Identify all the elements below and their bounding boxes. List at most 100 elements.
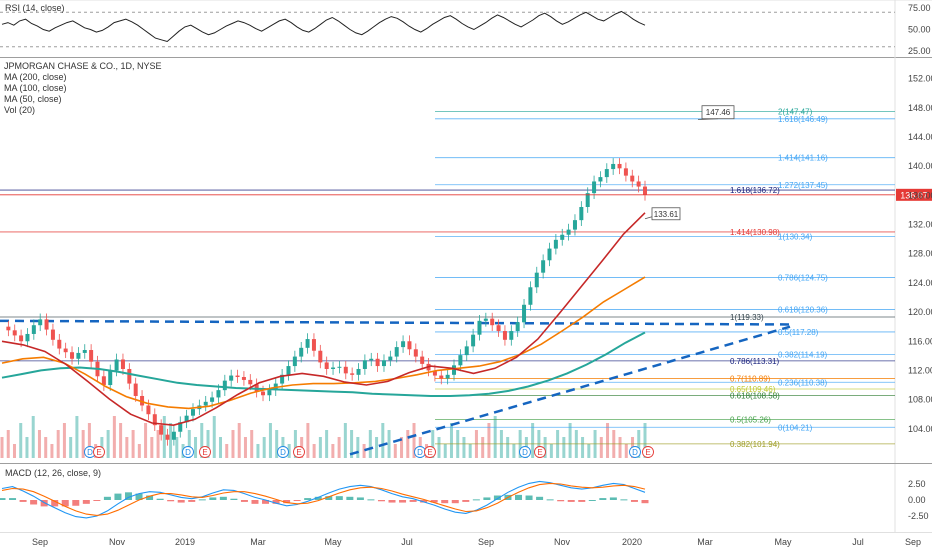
callout-box xyxy=(651,207,681,221)
candle-body xyxy=(70,352,75,359)
candle-body xyxy=(388,356,393,361)
study-ma-50[interactable]: MA (50, close) xyxy=(4,94,62,104)
candle-body xyxy=(617,163,622,169)
volume-bar xyxy=(343,423,347,458)
event-marker-label: E xyxy=(296,448,301,457)
volume-bar xyxy=(169,423,173,458)
candle-body xyxy=(350,373,355,375)
earnings-marker xyxy=(534,446,546,458)
macd-line xyxy=(1,480,646,519)
symbol-title[interactable]: JPMORGAN CHASE & CO., 1D, NYSE xyxy=(4,61,162,71)
study-ma-100[interactable]: MA (100, close) xyxy=(4,83,67,93)
macd-histogram-bar xyxy=(567,500,575,502)
candle-body xyxy=(19,335,24,342)
volume-bar xyxy=(243,437,247,458)
macd-histogram-bar xyxy=(356,497,364,500)
candle-body xyxy=(229,375,234,381)
last-price-badge xyxy=(896,188,932,201)
volume-bar xyxy=(431,430,435,458)
volume-bar xyxy=(506,437,510,458)
candle-body xyxy=(630,175,635,182)
volume-bar xyxy=(187,430,191,458)
volume-bar xyxy=(512,444,516,458)
price-chart: 2(147.47)1.618(146.49) 1.414(141.16) 1.272… xyxy=(0,58,932,464)
volume-bar xyxy=(256,444,260,458)
macd-chart: 2.50 0.00 -2.50 xyxy=(0,464,929,532)
earnings-marker xyxy=(424,446,436,458)
price-tick-label: 140.00 xyxy=(908,161,932,171)
event-marker-label: D xyxy=(87,448,93,457)
time-axis[interactable]: Sep Nov 2019 Mar May Jul Sep Nov 2020 Mar May Jul Se… xyxy=(0,532,932,551)
volume-bar xyxy=(250,430,254,458)
candle-body xyxy=(299,347,304,357)
volume-bar xyxy=(312,444,316,458)
candle-body xyxy=(318,350,323,363)
candle-body xyxy=(636,181,641,187)
volume-bar xyxy=(237,423,241,458)
candle-body xyxy=(120,359,125,369)
macd-histogram-bar xyxy=(388,500,396,503)
volume-bar xyxy=(119,423,123,458)
time-axis-labels[interactable]: Sep Nov 2019 Mar May Jul Sep Nov 2020 Mar May Jul Se… xyxy=(0,533,932,551)
candle-body xyxy=(50,329,55,340)
volume-bar xyxy=(306,423,310,458)
candle-body xyxy=(445,374,450,379)
price-tick-label: 128.00 xyxy=(908,249,932,259)
study-ma-200[interactable]: MA (200, close) xyxy=(4,72,67,82)
candle-body xyxy=(76,352,81,359)
volume-bar xyxy=(62,423,66,458)
candle-body xyxy=(127,368,132,384)
candle-body xyxy=(337,366,342,368)
volume-bar xyxy=(37,430,41,458)
candle-body xyxy=(566,229,571,235)
volume-bar xyxy=(150,437,154,458)
volume-bar xyxy=(75,416,79,458)
macd-histogram-bar xyxy=(325,496,333,500)
candle-body xyxy=(375,358,380,367)
candle-body xyxy=(458,355,463,366)
volume-bar xyxy=(400,437,404,458)
time-tick-label: May xyxy=(774,537,792,547)
macd-pane: 2.50 0.00 -2.50 MACD (12, 26, close, 9) xyxy=(0,464,932,532)
moving-average-line xyxy=(1,276,646,410)
callout-label: 133.61 xyxy=(654,210,679,219)
macd-histogram-bar xyxy=(40,500,48,507)
macd-histogram-bar xyxy=(219,496,227,500)
macd-histogram-bar xyxy=(588,500,596,501)
macd-histogram-bar xyxy=(146,495,154,500)
candle-body xyxy=(241,377,246,380)
time-tick-label: Sep xyxy=(905,537,921,547)
event-marker-label: D xyxy=(522,448,528,457)
candle-body xyxy=(6,326,11,331)
fib-level-label: 0.65(109.46) xyxy=(730,385,776,394)
macd-histogram-bar xyxy=(283,500,291,504)
candle-body xyxy=(12,330,17,336)
candle-body xyxy=(190,409,195,416)
volume-bar xyxy=(493,416,497,458)
macd-histogram-bar xyxy=(420,500,428,503)
study-volume[interactable]: Vol (20) xyxy=(4,105,36,115)
candle-body xyxy=(496,325,501,332)
chart-legend: JPMORGAN CHASE & CO., 1D, NYSE MA (200, … xyxy=(4,61,162,116)
macd-histogram-bar xyxy=(483,497,491,500)
volume-bar xyxy=(606,423,610,458)
candle-body xyxy=(502,331,507,340)
event-marker-label: D xyxy=(417,448,423,457)
fib-level-label: 0.786(124.75) xyxy=(778,273,828,282)
candle-body xyxy=(477,320,482,335)
price-tick-label: 120.00 xyxy=(908,307,932,317)
volume-bar xyxy=(50,444,54,458)
candle-body xyxy=(343,366,348,374)
candle-body xyxy=(623,168,628,176)
macd-histogram-bar xyxy=(103,496,111,500)
volume-bar xyxy=(318,437,322,458)
candle-body xyxy=(222,380,227,391)
candle-body xyxy=(439,375,444,379)
macd-histogram-bar xyxy=(251,500,259,504)
candle-body xyxy=(152,414,157,426)
candle-body xyxy=(369,358,374,361)
fib-level-label: 0.236(110.38) xyxy=(778,378,828,387)
event-marker-label: E xyxy=(202,448,207,457)
volume-bar xyxy=(549,444,553,458)
moving-average-line xyxy=(1,331,646,397)
